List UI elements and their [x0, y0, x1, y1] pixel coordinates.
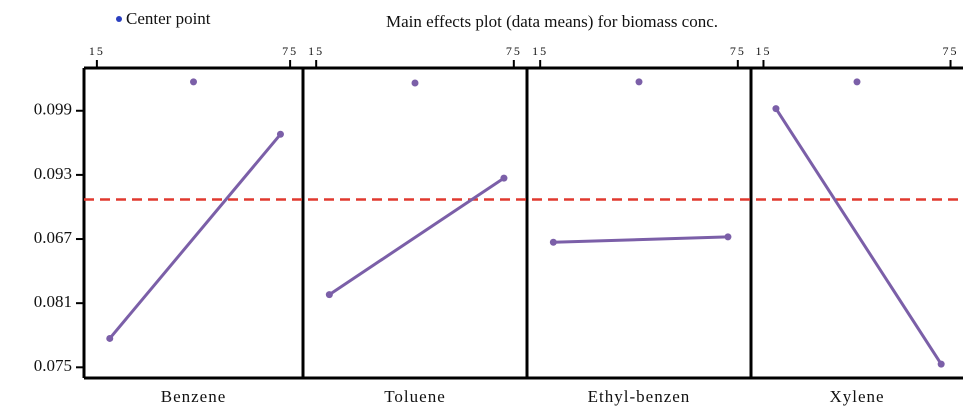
panel-label: Xylene	[829, 387, 884, 406]
legend-marker	[116, 16, 122, 22]
effect-point	[724, 233, 732, 241]
x-tick-label: 15	[308, 44, 324, 58]
center-point	[411, 79, 419, 87]
y-tick-label: 0.099	[34, 100, 72, 119]
y-tick-label: 0.081	[34, 292, 72, 311]
effect-point	[937, 360, 945, 368]
effect-line	[108, 133, 282, 340]
effect-point	[276, 130, 284, 138]
panel-label: Toluene	[384, 387, 446, 406]
x-tick-label: 75	[943, 44, 959, 58]
x-tick-label: 15	[755, 44, 771, 58]
x-tick-label: 15	[532, 44, 548, 58]
center-point	[853, 78, 861, 86]
effect-line	[328, 176, 505, 296]
x-tick-label: 15	[89, 44, 105, 58]
center-point	[635, 78, 643, 86]
chart-title: Main effects plot (data means) for bioma…	[386, 12, 718, 31]
effect-line	[553, 235, 728, 244]
effect-point	[500, 174, 508, 182]
effect-line	[774, 107, 943, 365]
effect-point	[549, 238, 557, 246]
effect-point	[325, 291, 333, 299]
legend-label: Center point	[126, 9, 211, 28]
effect-point	[772, 105, 780, 113]
effect-point	[106, 334, 114, 342]
x-tick-label: 75	[282, 44, 298, 58]
y-tick-label: 0.093	[34, 164, 72, 183]
y-tick-label: 0.075	[34, 356, 72, 375]
center-point	[190, 78, 197, 86]
x-tick-label: 75	[730, 44, 746, 58]
panel-label: Ethyl-benzen	[588, 387, 691, 406]
x-tick-label: 75	[506, 44, 522, 58]
panel-label: Benzene	[161, 387, 227, 406]
y-tick-label: 0.067	[34, 228, 73, 247]
